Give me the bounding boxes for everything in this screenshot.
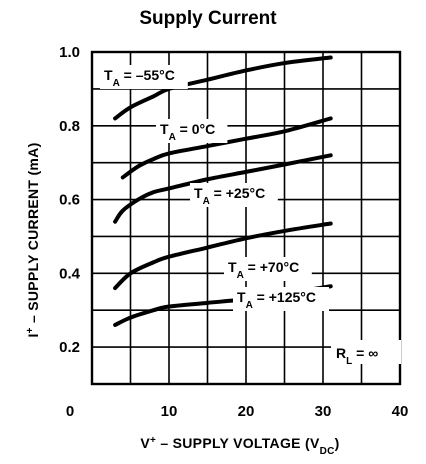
x-axis-label: V+ – SUPPLY VOLTAGE (VDC) — [140, 435, 339, 457]
series-label-background — [100, 65, 188, 89]
series-label-background — [190, 183, 278, 207]
series-line-25 — [113, 153, 333, 224]
plot-frame — [90, 50, 402, 386]
series-label-125: TA = +125°C — [233, 287, 329, 311]
series-labels: TA = –55°C TA = 0°C TA = +25°C TA = +70°C TA… — [100, 65, 329, 311]
series-label-text: TA = –55°C — [104, 67, 175, 89]
y-axis-label: I+ – SUPPLY CURRENT (mA) — [25, 142, 42, 337]
y-tick-label: 0.8 — [59, 118, 80, 135]
series-label-text: TA = +125°C — [237, 289, 316, 311]
series-label-text: TA = +25°C — [194, 185, 265, 207]
annotation-rest: = ∞ — [352, 345, 378, 361]
load-resistance-annotation: RL = ∞ — [331, 340, 401, 367]
series-label-background — [156, 119, 228, 143]
x-axis-label-main: V — [140, 435, 150, 451]
series-line-70 — [113, 221, 333, 291]
x-axis-label-end: ) — [335, 435, 340, 451]
annotation-text: RL = ∞ — [336, 345, 378, 367]
x-axis-ticks: 0 10 20 30 40 — [66, 403, 409, 420]
chart-title: Supply Current — [139, 8, 277, 29]
series-line-0 — [120, 116, 333, 180]
x-axis-label-rest: – SUPPLY VOLTAGE (V — [156, 435, 320, 451]
y-tick-label: 0.4 — [59, 265, 81, 282]
series-label-0: TA = 0°C — [156, 119, 228, 143]
x-tick-label: 10 — [161, 403, 178, 420]
y-tick-label: 0.6 — [59, 192, 80, 209]
series-label-text: TA = +70°C — [228, 259, 299, 281]
x-tick-label: 20 — [238, 403, 255, 420]
series-label-text: TA = 0°C — [160, 121, 215, 143]
annotation-main: R — [336, 345, 346, 361]
x-tick-label: 30 — [315, 403, 332, 420]
series-label-background — [224, 257, 312, 281]
series-label--55: TA = –55°C — [100, 65, 188, 89]
series-label-25: TA = +25°C — [190, 183, 278, 207]
x-axis-label-sub: DC — [320, 446, 335, 457]
series-label-70: TA = +70°C — [224, 257, 312, 281]
y-axis-label-main: I — [25, 333, 41, 337]
grid-lines — [92, 52, 400, 384]
series-label-background — [233, 287, 329, 311]
annotation-sub: L — [346, 356, 352, 367]
y-tick-label: 1.0 — [59, 44, 80, 61]
x-axis-label-sup: + — [150, 435, 156, 446]
x-tick-label: 40 — [392, 403, 409, 420]
y-axis-label-sup: + — [25, 327, 36, 333]
y-tick-label: 0.2 — [59, 339, 80, 356]
x-tick-label: 0 — [66, 403, 74, 420]
annotation-background — [331, 340, 401, 364]
y-axis-ticks: 0.2 0.4 0.6 0.8 1.0 — [59, 44, 81, 356]
y-axis-label-rest: – SUPPLY CURRENT (mA) — [25, 142, 41, 327]
